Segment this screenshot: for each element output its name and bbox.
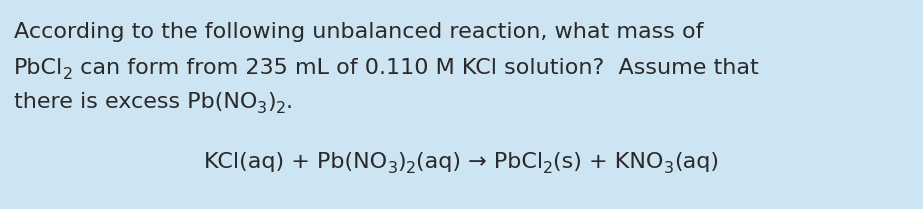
Text: there is excess Pb(NO: there is excess Pb(NO	[14, 92, 258, 112]
Text: (s) + KNO: (s) + KNO	[554, 152, 664, 172]
Text: can form from 235 mL of 0.110 M KCl solution?  Assume that: can form from 235 mL of 0.110 M KCl solu…	[73, 58, 759, 78]
Text: (aq) → PbCl: (aq) → PbCl	[416, 152, 544, 172]
Text: KCl(aq) + Pb(NO: KCl(aq) + Pb(NO	[204, 152, 388, 172]
Text: 2: 2	[406, 161, 416, 176]
Text: 2: 2	[544, 161, 554, 176]
Text: 2: 2	[276, 101, 286, 116]
Text: (aq): (aq)	[674, 152, 719, 172]
Text: 3: 3	[664, 161, 674, 176]
Text: According to the following unbalanced reaction, what mass of: According to the following unbalanced re…	[14, 22, 703, 42]
Text: .: .	[286, 92, 293, 112]
Text: 2: 2	[63, 67, 73, 82]
Text: 3: 3	[258, 101, 268, 116]
Text: ): )	[268, 92, 276, 112]
Text: ): )	[398, 152, 406, 172]
Text: PbCl: PbCl	[14, 58, 63, 78]
Text: 3: 3	[388, 161, 398, 176]
